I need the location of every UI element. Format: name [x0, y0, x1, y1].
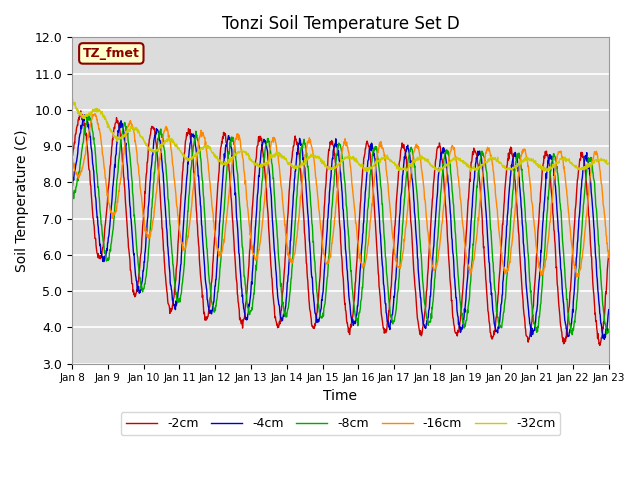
Y-axis label: Soil Temperature (C): Soil Temperature (C)	[15, 129, 29, 272]
-8cm	[494, 314, 502, 320]
-16cm	[541, 258, 549, 264]
Line: -2cm: -2cm	[72, 111, 609, 346]
-8cm	[175, 299, 182, 304]
-2cm	[541, 149, 549, 155]
-2cm	[68, 151, 76, 157]
-4cm	[605, 307, 612, 312]
Line: -8cm: -8cm	[72, 114, 609, 335]
-32cm	[424, 156, 432, 162]
Line: -32cm: -32cm	[72, 98, 609, 172]
-8cm	[68, 186, 76, 192]
-32cm	[364, 169, 371, 175]
-2cm	[424, 270, 432, 276]
-8cm	[248, 305, 256, 311]
-16cm	[188, 202, 196, 207]
-32cm	[175, 144, 182, 150]
-2cm	[248, 214, 256, 219]
-8cm	[605, 326, 612, 332]
X-axis label: Time: Time	[323, 389, 358, 403]
-16cm	[91, 111, 99, 117]
-4cm	[188, 132, 196, 137]
-32cm	[188, 156, 195, 162]
-8cm	[188, 158, 196, 164]
-4cm	[248, 281, 256, 287]
-4cm	[494, 325, 502, 331]
-8cm	[86, 111, 93, 117]
-16cm	[494, 216, 502, 222]
Line: -4cm: -4cm	[72, 115, 609, 339]
-8cm	[568, 332, 576, 337]
-16cm	[605, 254, 612, 260]
-32cm	[494, 158, 502, 164]
Legend: -2cm, -4cm, -8cm, -16cm, -32cm: -2cm, -4cm, -8cm, -16cm, -32cm	[120, 412, 560, 435]
-32cm	[68, 96, 76, 101]
-16cm	[175, 222, 182, 228]
-8cm	[541, 236, 549, 242]
-16cm	[424, 228, 432, 234]
-4cm	[68, 185, 76, 191]
-16cm	[572, 274, 580, 280]
-2cm	[175, 229, 182, 235]
-8cm	[424, 319, 432, 325]
-2cm	[605, 248, 612, 254]
-4cm	[541, 187, 549, 192]
Text: TZ_fmet: TZ_fmet	[83, 47, 140, 60]
Line: -16cm: -16cm	[72, 114, 609, 277]
-16cm	[248, 247, 256, 252]
-32cm	[541, 166, 549, 171]
-2cm	[77, 108, 84, 114]
Title: Tonzi Soil Temperature Set D: Tonzi Soil Temperature Set D	[221, 15, 460, 33]
-4cm	[83, 112, 90, 118]
-32cm	[605, 160, 612, 166]
-32cm	[248, 157, 255, 163]
-16cm	[68, 156, 76, 162]
-2cm	[494, 293, 502, 299]
-2cm	[596, 343, 604, 348]
-4cm	[175, 283, 182, 289]
-4cm	[600, 336, 608, 342]
-4cm	[424, 315, 432, 321]
-2cm	[188, 144, 196, 150]
